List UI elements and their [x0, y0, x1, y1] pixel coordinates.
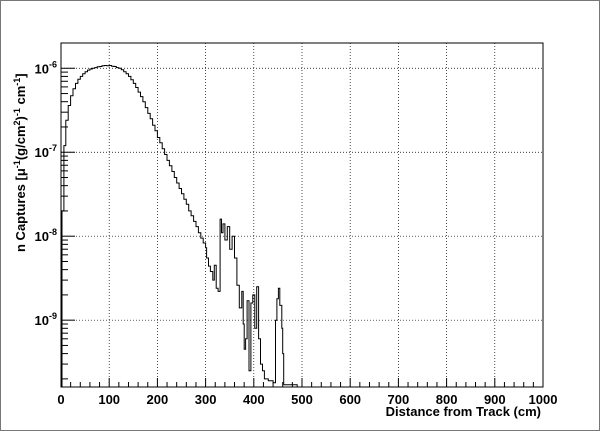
x-tick-label: 200 [147, 392, 169, 407]
x-tick-label: 500 [291, 392, 313, 407]
y-tick-label: 10-8 [35, 227, 57, 244]
y-axis-title: n Captures [μ-1(g/cm2)-1 cm-1] [12, 73, 28, 252]
y-tick-label: 10-7 [35, 143, 57, 160]
x-tick-label: 900 [484, 392, 506, 407]
y-tick-label: 10-9 [35, 311, 57, 328]
grid-lines [61, 43, 543, 387]
y-tick-label: 10-6 [35, 59, 57, 76]
axis-ticks [60, 67, 544, 387]
x-tick-label: 300 [195, 392, 217, 407]
x-tick-label: 600 [339, 392, 361, 407]
x-tick-label: 800 [436, 392, 458, 407]
y-tick-labels: 10-9 10-8 10-7 10-6 [35, 59, 57, 328]
x-tick-labels: 0 100 200 300 400 500 600 700 800 900 1000 [57, 392, 557, 407]
x-tick-label: 100 [98, 392, 120, 407]
series-line [61, 65, 298, 387]
x-tick-label: 0 [57, 392, 64, 407]
x-tick-label: 1000 [529, 392, 558, 407]
x-tick-label: 700 [388, 392, 410, 407]
x-tick-label: 400 [243, 392, 265, 407]
x-axis-title: Distance from Track (cm) [386, 404, 541, 419]
